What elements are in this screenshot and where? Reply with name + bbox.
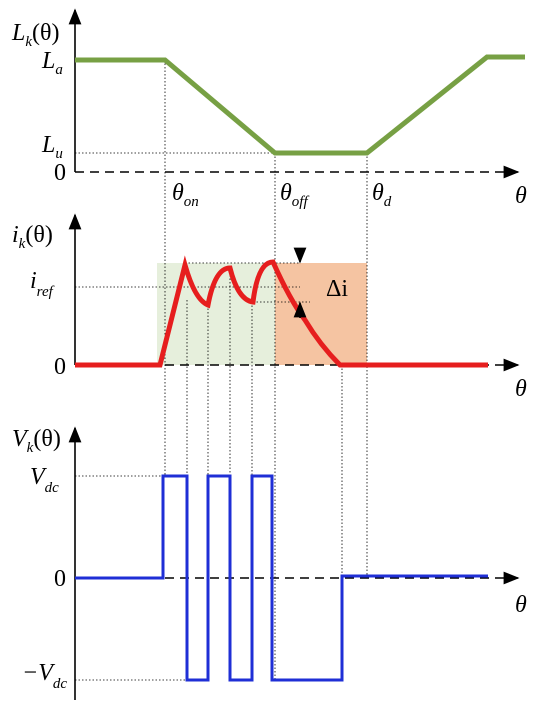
- axis-label: Lk(θ): [11, 20, 60, 50]
- level-label: 0: [54, 160, 66, 186]
- current-curve: [75, 255, 488, 368]
- x-label: θ: [515, 183, 527, 209]
- x-label: θ: [515, 592, 527, 618]
- level-label: iref: [30, 268, 55, 300]
- level-label: 0: [54, 354, 66, 380]
- delta-label: Δi: [326, 276, 348, 302]
- x-label: θ: [515, 376, 527, 402]
- axes: [68, 8, 520, 700]
- level-label: −Vdc: [22, 660, 67, 692]
- axis-label: Vk(θ): [12, 426, 61, 456]
- angle-label: θd: [372, 180, 392, 210]
- level-label: La: [41, 48, 63, 78]
- angle-label: θon: [172, 180, 199, 210]
- level-label: Vdc: [30, 464, 59, 496]
- demag-region: [275, 263, 367, 365]
- angle-label: θoff: [280, 180, 309, 210]
- level-label: Lu: [41, 132, 63, 162]
- level-label: 0: [54, 566, 66, 592]
- inductance-curve: [75, 54, 525, 156]
- axis-label: ik(θ): [12, 222, 53, 252]
- voltage-curve: [75, 474, 488, 682]
